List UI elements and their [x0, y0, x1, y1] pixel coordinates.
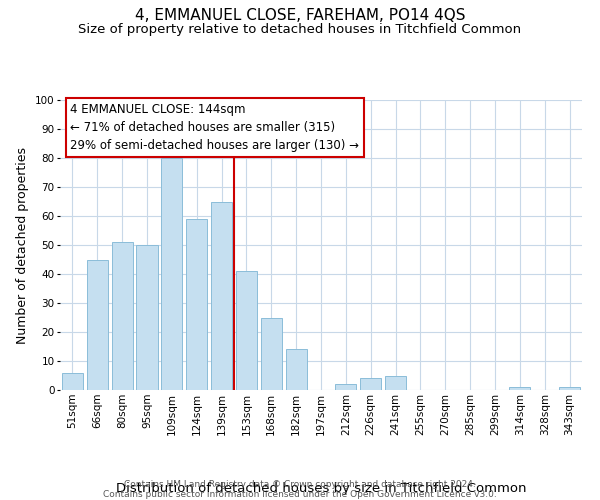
Bar	[559, 387, 580, 390]
Bar	[211, 202, 232, 390]
Text: Contains HM Land Registry data © Crown copyright and database right 2024.
Contai: Contains HM Land Registry data © Crown c…	[103, 480, 497, 499]
Text: Size of property relative to detached houses in Titchfield Common: Size of property relative to detached ho…	[79, 22, 521, 36]
Bar	[236, 271, 257, 390]
Bar	[186, 219, 207, 390]
Y-axis label: Number of detached properties: Number of detached properties	[16, 146, 29, 344]
Bar	[261, 318, 282, 390]
Bar	[87, 260, 108, 390]
Bar	[509, 387, 530, 390]
Bar	[112, 242, 133, 390]
Bar	[136, 245, 158, 390]
Bar	[161, 158, 182, 390]
Text: 4 EMMANUEL CLOSE: 144sqm
← 71% of detached houses are smaller (315)
29% of semi-: 4 EMMANUEL CLOSE: 144sqm ← 71% of detach…	[70, 103, 359, 152]
Bar	[62, 372, 83, 390]
Text: Distribution of detached houses by size in Titchfield Common: Distribution of detached houses by size …	[116, 482, 526, 495]
Bar	[286, 350, 307, 390]
Text: 4, EMMANUEL CLOSE, FAREHAM, PO14 4QS: 4, EMMANUEL CLOSE, FAREHAM, PO14 4QS	[135, 8, 465, 22]
Bar	[360, 378, 381, 390]
Bar	[335, 384, 356, 390]
Bar	[385, 376, 406, 390]
